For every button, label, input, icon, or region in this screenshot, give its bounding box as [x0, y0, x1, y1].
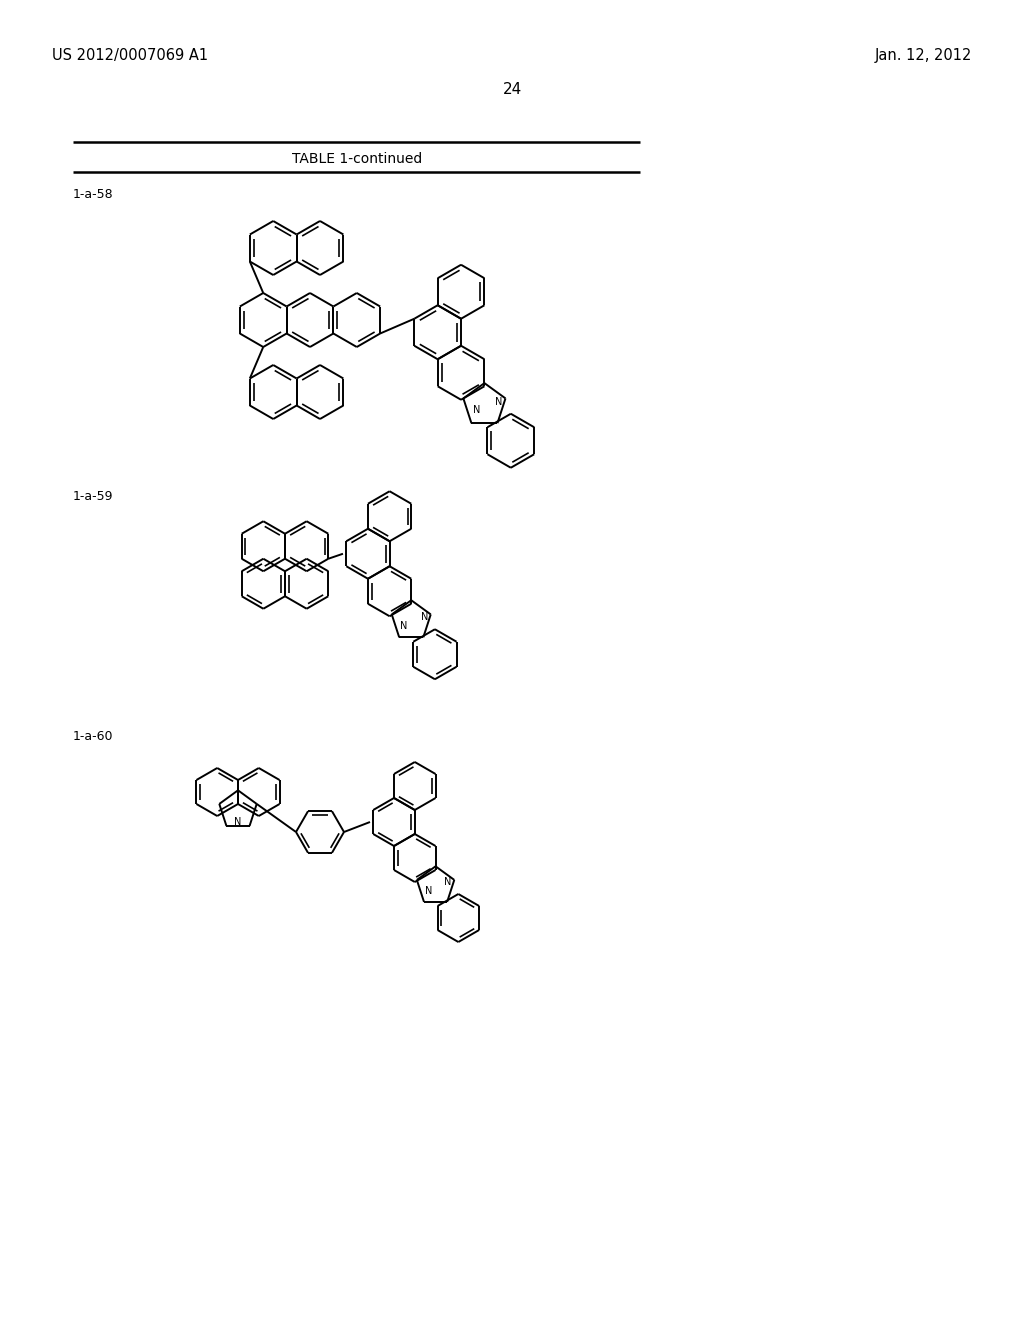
Text: 1-a-59: 1-a-59: [73, 490, 114, 503]
Text: 1-a-58: 1-a-58: [73, 187, 114, 201]
Text: 1-a-60: 1-a-60: [73, 730, 114, 743]
Text: US 2012/0007069 A1: US 2012/0007069 A1: [52, 48, 208, 63]
Text: N: N: [399, 620, 407, 631]
Text: N: N: [421, 611, 428, 622]
Text: TABLE 1-continued: TABLE 1-continued: [292, 152, 422, 166]
Text: N: N: [443, 876, 452, 887]
Text: 24: 24: [503, 82, 521, 96]
Text: N: N: [234, 817, 242, 826]
Text: N: N: [495, 397, 502, 408]
Text: Jan. 12, 2012: Jan. 12, 2012: [874, 48, 972, 63]
Text: N: N: [425, 886, 432, 896]
Text: N: N: [473, 405, 480, 416]
